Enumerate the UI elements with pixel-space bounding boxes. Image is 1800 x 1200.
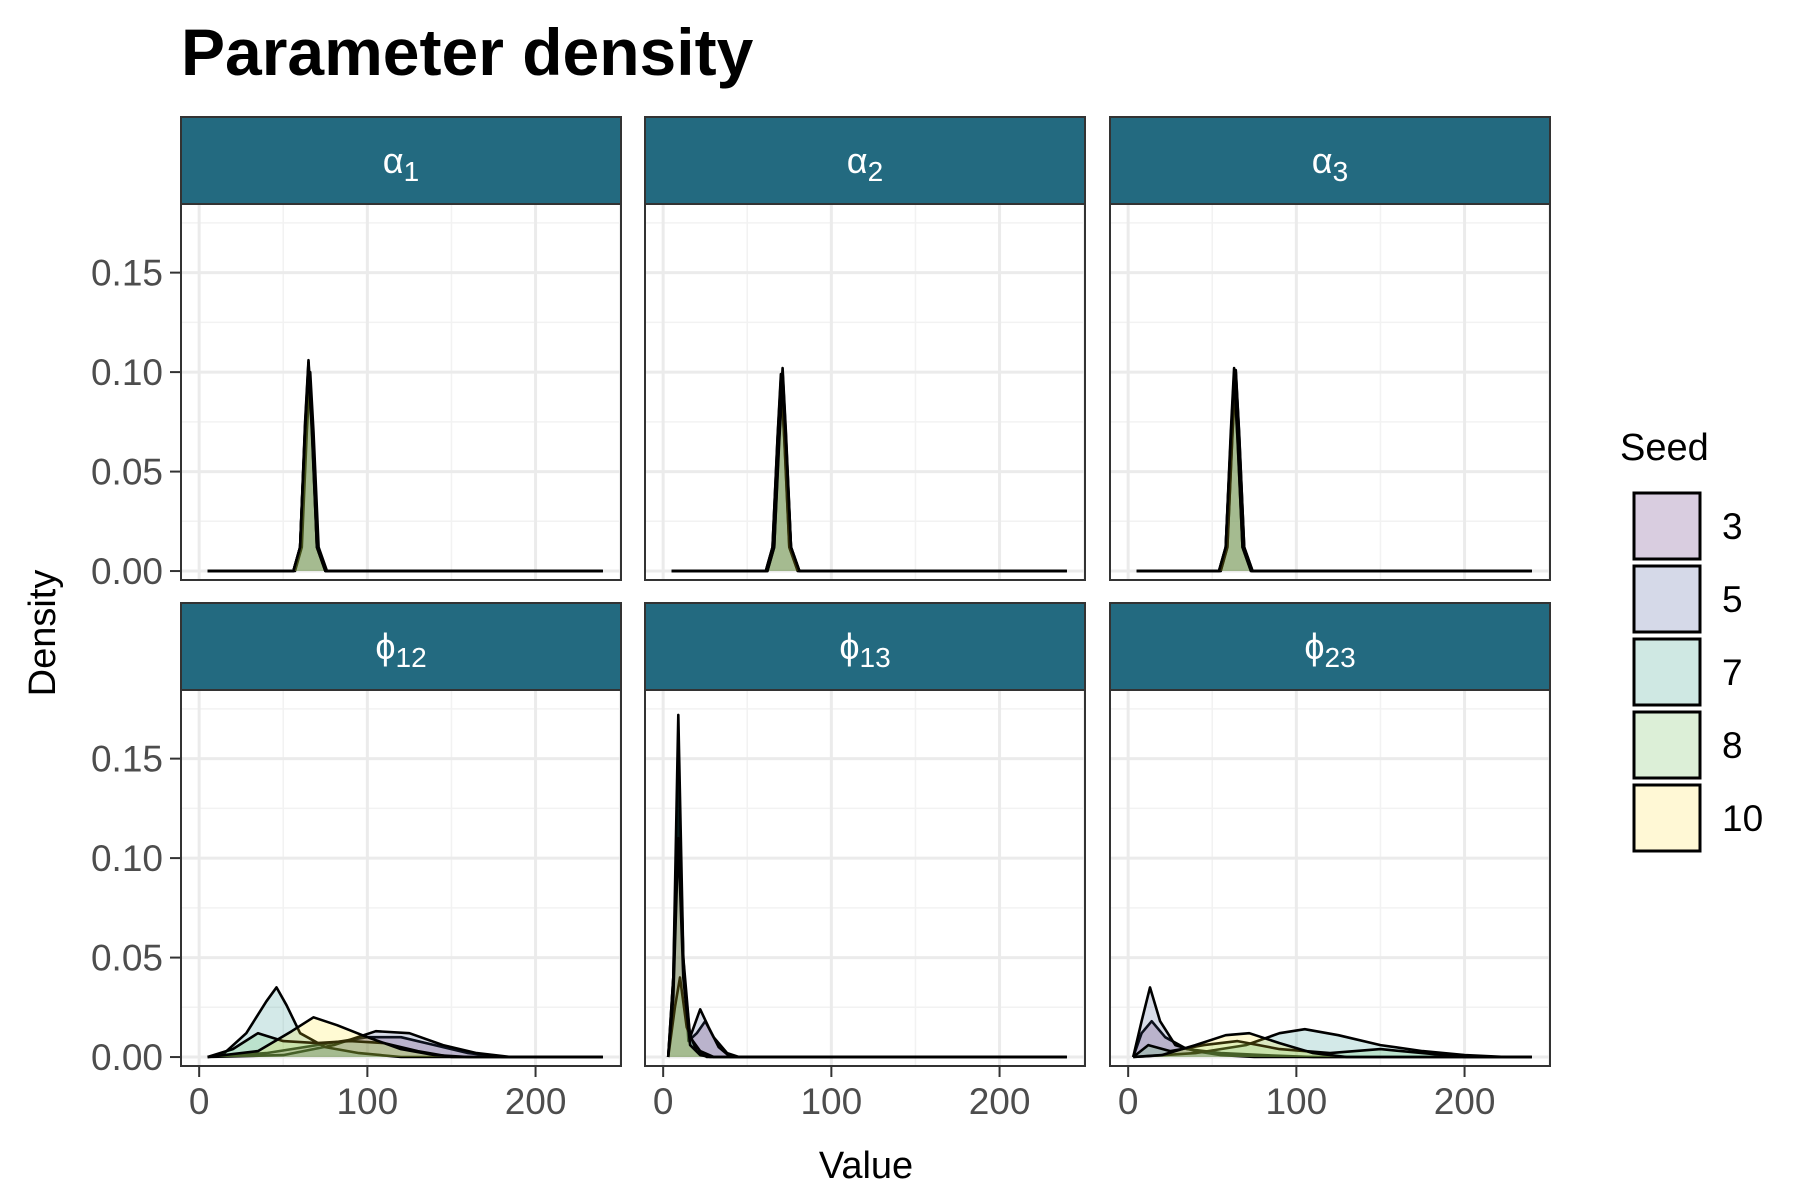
panel-background (645, 204, 1085, 580)
legend: Seed 3 5 7 8 10 (1620, 427, 1763, 853)
facet-strip-label: α1 (383, 140, 419, 187)
density-line-seed-10 (1133, 1031, 1532, 1059)
density-area-seed-8 (207, 1033, 603, 1057)
strip-subscript: 12 (396, 642, 427, 673)
density-line-seed-8 (671, 372, 1067, 573)
strip-subscript: 23 (1325, 642, 1356, 673)
y-tick-label: 0.00 (91, 551, 163, 592)
facet-strip-label: ϕ13 (839, 626, 890, 673)
y-tick-label: 0.10 (91, 838, 163, 879)
density-line-seed-5 (1131, 986, 1532, 1059)
legend-key-label: 10 (1722, 798, 1763, 839)
facet-strip-label: ϕ12 (375, 626, 426, 673)
legend-title: Seed (1620, 427, 1709, 469)
x-tick-label: 0 (189, 1081, 210, 1122)
x-tick-label: 100 (336, 1081, 398, 1122)
y-tick-label: 0.15 (91, 253, 163, 294)
strip-symbol: α (847, 140, 868, 181)
legend-item-seed-3: 3 (1632, 491, 1743, 561)
x-axis-label: Value (819, 1145, 913, 1187)
x-tick-label: 0 (1118, 1081, 1139, 1122)
density-line-seed-10 (671, 380, 1067, 573)
strip-symbol: α (383, 140, 404, 181)
facet-strip (180, 116, 622, 205)
legend-item-seed-8: 8 (1632, 710, 1743, 780)
density-line-seed-10 (207, 1016, 603, 1059)
y-tick-label: 0.00 (91, 1037, 163, 1078)
legend-key-swatch (1632, 491, 1702, 561)
chart-title: Parameter density (181, 15, 754, 89)
y-tick-label: 0.10 (91, 352, 163, 393)
facet-panel-alpha3: α3 (1109, 116, 1551, 581)
strip-subscript: 13 (860, 642, 891, 673)
legend-key-swatch (1632, 564, 1702, 634)
density-area-seed-10 (1133, 1033, 1532, 1057)
strip-subscript: 3 (1333, 156, 1349, 187)
legend-key-label: 8 (1722, 725, 1743, 766)
x-tick-label: 200 (505, 1081, 567, 1122)
strip-symbol: ϕ (1304, 626, 1324, 667)
density-area-seed-7 (207, 987, 603, 1057)
facet-strip (1109, 602, 1551, 691)
strip-subscript: 2 (868, 156, 884, 187)
legend-key-label: 7 (1722, 652, 1743, 693)
panel-background (1110, 690, 1550, 1066)
facet-panel-phi12: ϕ12 0.00 0.05 0.10 0.15 0 100 200 (91, 602, 622, 1122)
density-area-seed-7 (207, 372, 603, 571)
facet-strip-label: α3 (1312, 140, 1348, 187)
density-line-seed-7 (207, 986, 603, 1059)
density-area-seed-10 (207, 1017, 603, 1057)
legend-item-seed-7: 7 (1632, 637, 1743, 707)
legend-key-swatch (1632, 637, 1702, 707)
facet-panel-alpha2: α2 (644, 116, 1086, 581)
strip-symbol: α (1312, 140, 1333, 181)
density-area-seed-7 (1133, 1029, 1532, 1057)
density-area-seed-7 (1136, 378, 1532, 571)
strip-subscript: 1 (404, 156, 420, 187)
legend-key-label: 5 (1722, 579, 1743, 620)
panel-background (1110, 204, 1550, 580)
x-tick-label: 200 (1434, 1081, 1496, 1122)
panel-background (181, 690, 621, 1066)
panel-background (181, 204, 621, 580)
facet-panel-phi23: ϕ23 0 100 200 (1109, 602, 1551, 1122)
density-line-seed-10 (666, 836, 1067, 1059)
facet-strip (644, 116, 1086, 205)
strip-symbol: ϕ (375, 626, 395, 667)
density-line-seed-8 (1132, 1039, 1532, 1059)
density-line-seed-8 (1136, 368, 1532, 573)
density-area-seed-10 (1136, 374, 1532, 571)
y-tick-label: 0.15 (91, 739, 163, 780)
x-tick-label: 100 (1265, 1081, 1327, 1122)
facet-panel-phi13: ϕ13 0 100 200 (644, 602, 1086, 1122)
panel-background (645, 690, 1085, 1066)
legend-item-seed-10: 10 (1632, 783, 1763, 853)
y-tick-label: 0.05 (91, 452, 163, 493)
density-area-seed-8 (1133, 1041, 1532, 1057)
y-axis-label: Density (22, 570, 64, 697)
legend-key-label: 3 (1722, 506, 1743, 547)
facet-strip (644, 602, 1086, 691)
x-tick-label: 0 (653, 1081, 674, 1122)
x-tick-label: 100 (800, 1081, 862, 1122)
density-area-seed-5 (668, 818, 1067, 1057)
legend-key-swatch (1632, 710, 1702, 780)
y-tick-label: 0.05 (91, 938, 163, 979)
strip-symbol: ϕ (839, 626, 859, 667)
legend-key-swatch (1632, 783, 1702, 853)
facet-strip-label: α2 (847, 140, 883, 187)
x-tick-label: 200 (969, 1081, 1031, 1122)
legend-item-seed-5: 5 (1632, 564, 1743, 634)
density-line-seed-10 (1136, 372, 1532, 573)
legend-keys: 3 5 7 8 10 (1632, 491, 1763, 853)
density-line-seed-10 (207, 366, 603, 573)
facet-strip (1109, 116, 1551, 205)
facet-strip (180, 602, 622, 691)
facet-panel-alpha1: α1 0.00 0.05 0.10 0.15 (91, 116, 622, 592)
facet-strip-label: ϕ23 (1304, 626, 1355, 673)
